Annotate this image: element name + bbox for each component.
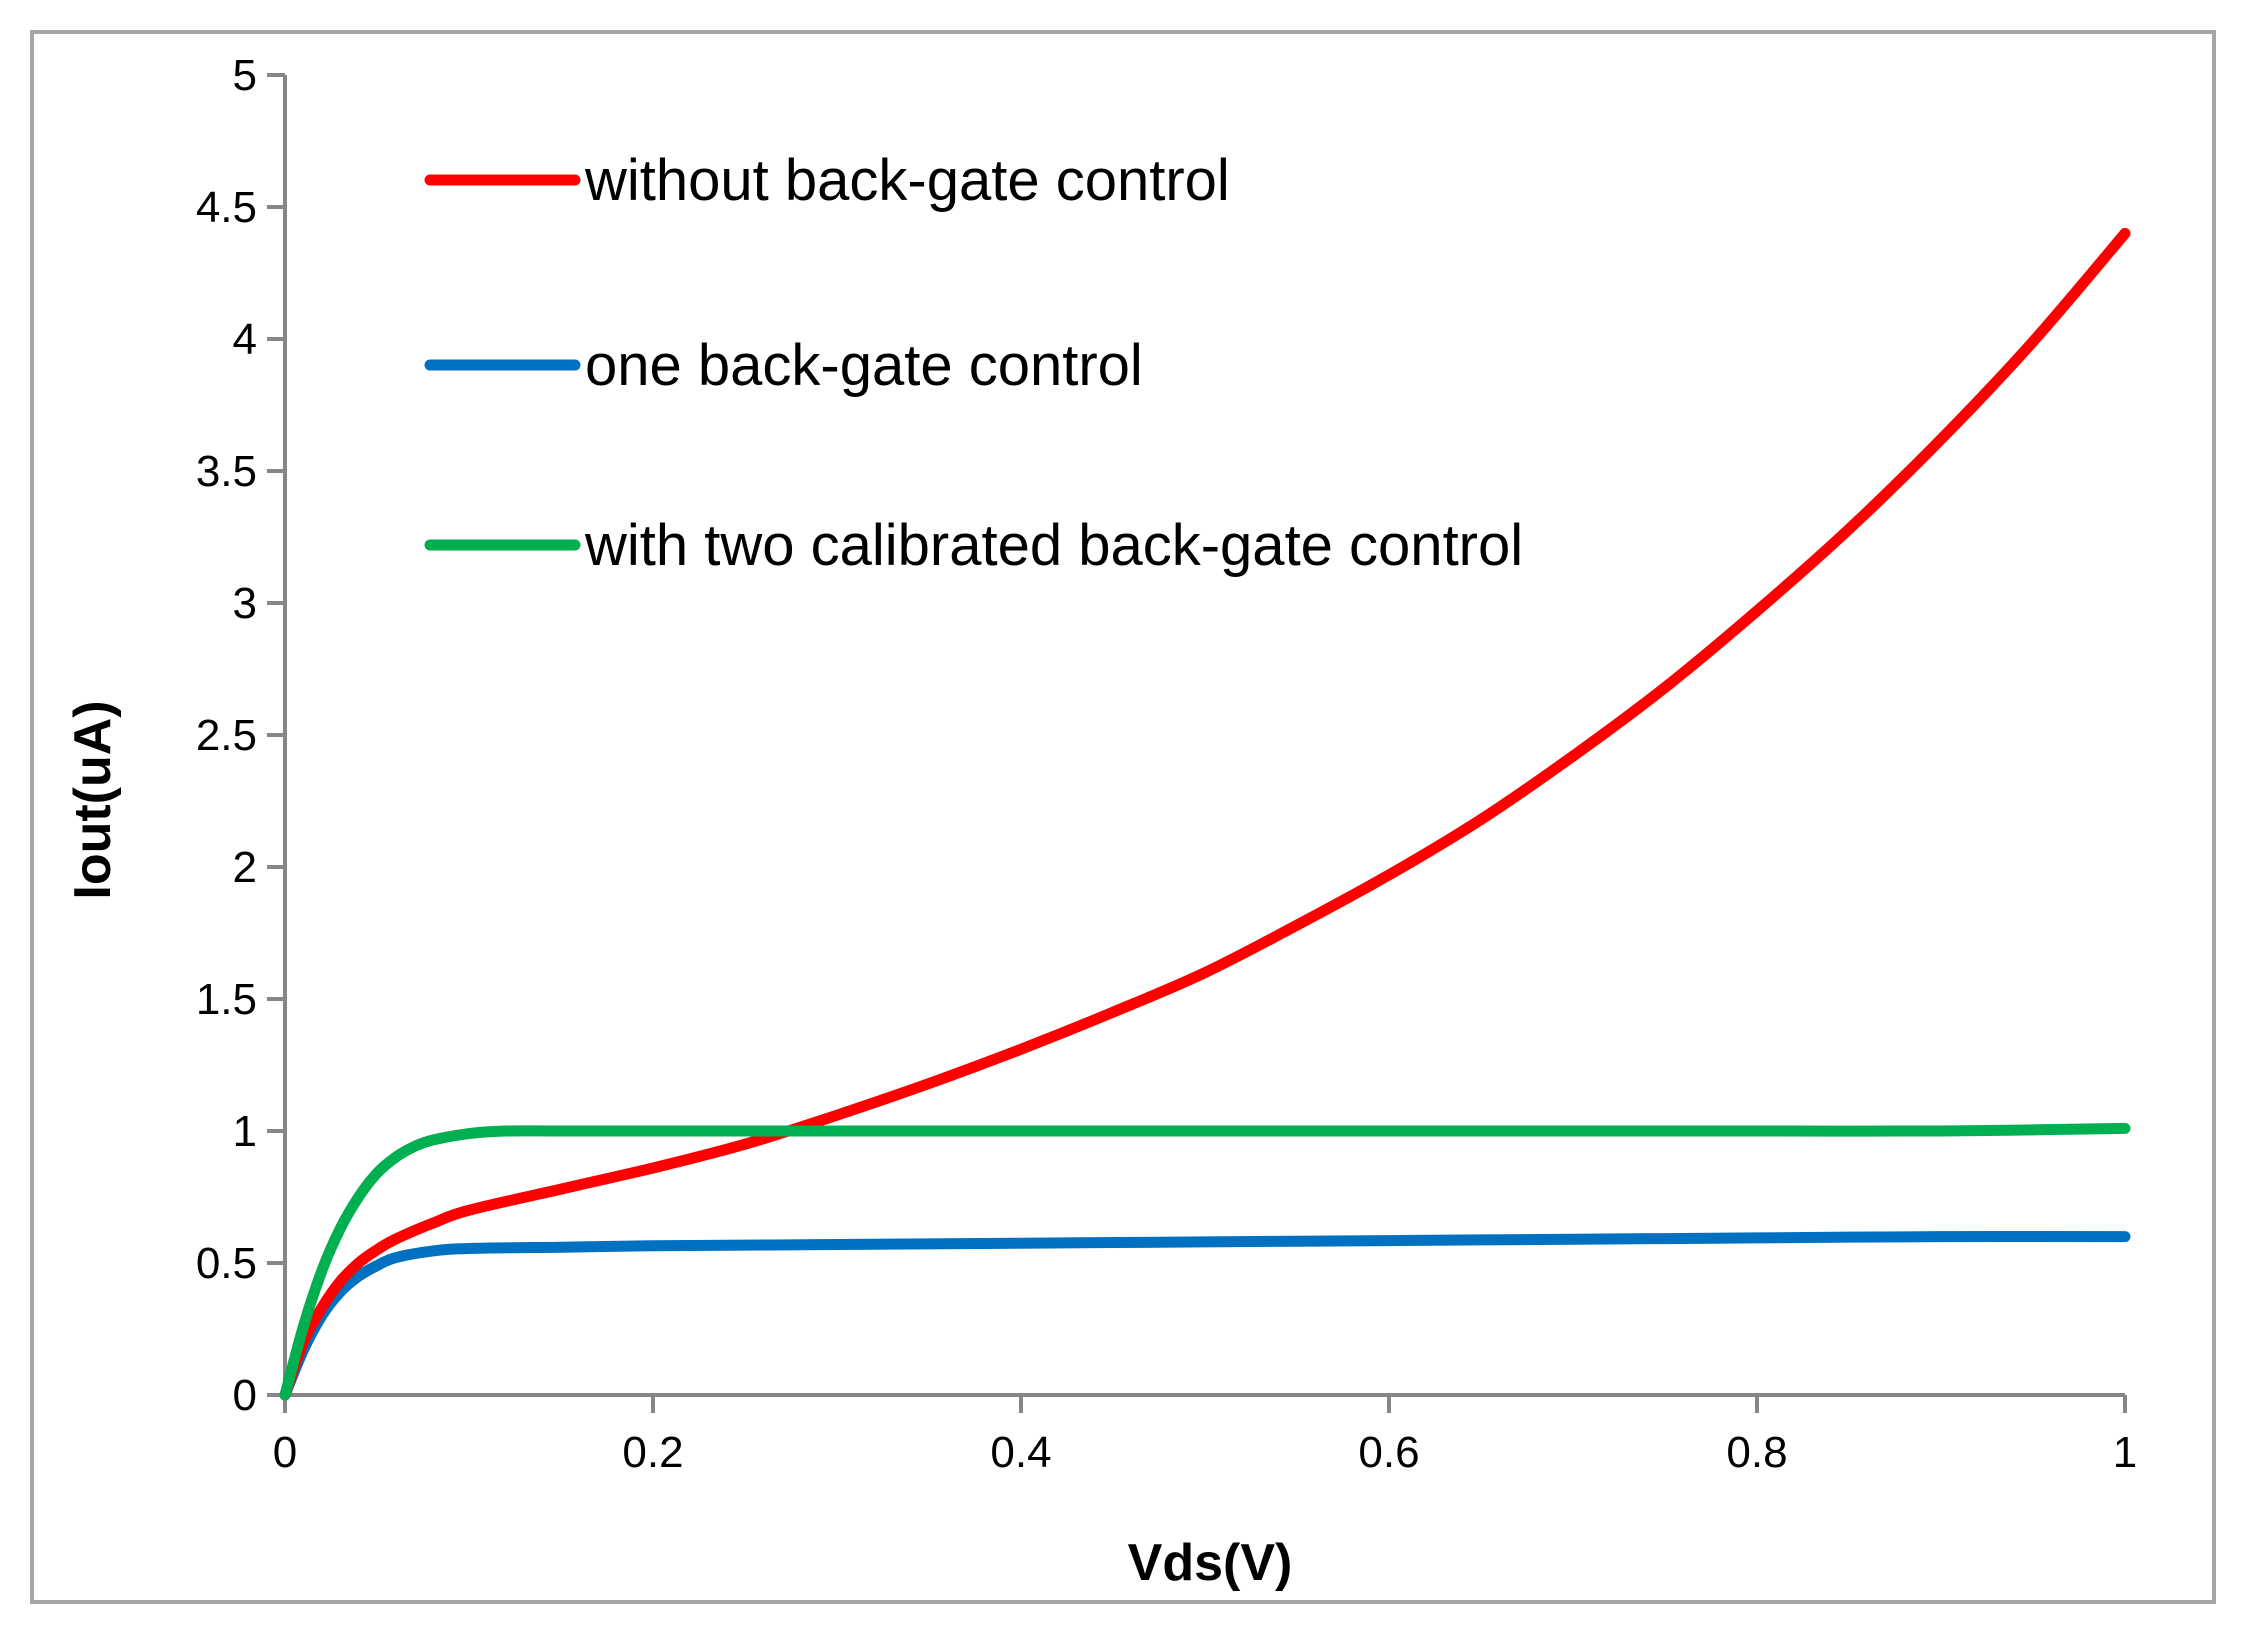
y-tick-label: 3.5 <box>196 447 257 496</box>
y-tick-label: 3 <box>233 579 257 628</box>
y-axis: 0 0.5 1 1.5 2 2.5 3 3.5 4 4.5 5 <box>196 51 287 1420</box>
y-tick-label: 5 <box>233 51 257 100</box>
y-tick-label: 0 <box>233 1371 257 1420</box>
y-tick-label: 4.5 <box>196 183 257 232</box>
chart-frame <box>30 30 2216 1604</box>
x-tick-label: 0.2 <box>622 1428 683 1477</box>
x-tick-label: 0.8 <box>1726 1428 1787 1477</box>
legend-label-1: one back-gate control <box>585 333 1143 398</box>
series-line-2 <box>279 1122 2131 1401</box>
x-tick-label: 0.6 <box>1358 1428 1419 1477</box>
series-layer <box>279 227 2131 1401</box>
legend-label-2: with two calibrated back-gate control <box>584 513 1523 578</box>
series-line-1 <box>279 1231 2131 1401</box>
y-axis-title: Iout(uA) <box>64 700 122 899</box>
legend-label-0: without back-gate control <box>584 148 1230 213</box>
y-tick-label: 2.5 <box>196 711 257 760</box>
x-axis: 0 0.2 0.4 0.6 0.8 1 <box>273 1393 2137 1477</box>
x-tick-label: 0.4 <box>990 1428 1051 1477</box>
y-tick-label: 0.5 <box>196 1239 257 1288</box>
y-tick-label: 4 <box>233 315 257 364</box>
x-axis-title: Vds(V) <box>1128 1534 1293 1592</box>
y-tick-label: 1 <box>233 1107 257 1156</box>
x-tick-label: 1 <box>2113 1428 2137 1477</box>
legend: without back-gate control one back-gate c… <box>424 148 1523 578</box>
series-line-0 <box>279 227 2131 1401</box>
y-tick-label: 2 <box>233 843 257 892</box>
y-tick-label: 1.5 <box>196 975 257 1024</box>
x-tick-label: 0 <box>273 1428 297 1477</box>
